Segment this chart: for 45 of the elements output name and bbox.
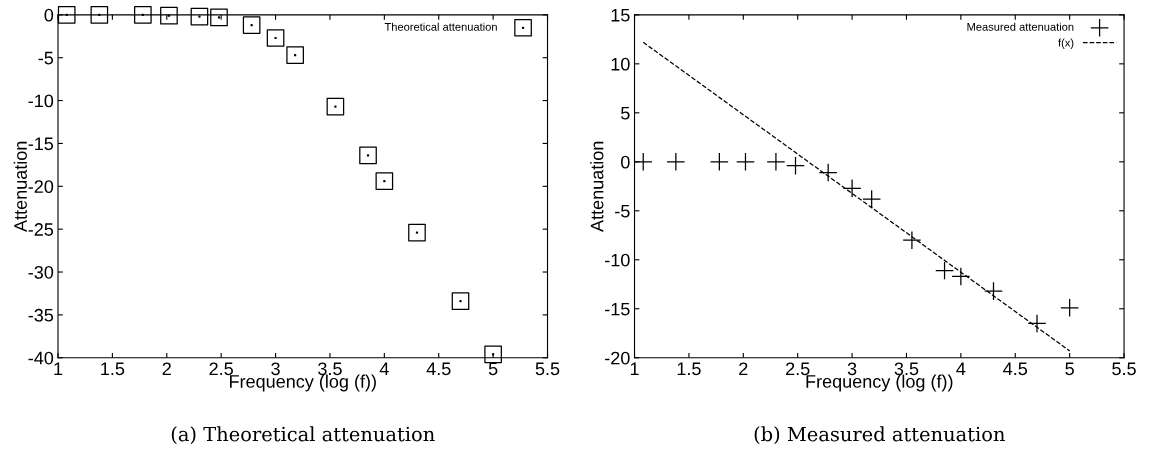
- y-tick-label: 15: [611, 8, 630, 22]
- y-axis-title: Attenuation: [13, 141, 27, 232]
- legend-label: f(x): [1058, 38, 1074, 49]
- x-tick-label: 5: [1065, 362, 1074, 376]
- x-tick-label: 2: [162, 362, 171, 375]
- y-tick-label: -15: [28, 137, 54, 151]
- y-tick-label: 5: [621, 106, 630, 120]
- y-tick-label: -25: [28, 223, 54, 236]
- y-tick-label: -20: [605, 351, 630, 365]
- x-tick-label: 4.5: [1003, 362, 1028, 376]
- y-tick-label: -35: [28, 308, 54, 322]
- y-axis-title: Attenuation: [590, 141, 604, 232]
- x-tick-label: 3.5: [318, 362, 342, 376]
- text: (b) Measured attenuation: [754, 426, 1005, 445]
- y-tick-label: 0: [621, 155, 630, 169]
- x-tick-label: 5.5: [535, 362, 560, 376]
- text: (a) Theoretical attenuation: [171, 426, 435, 445]
- x-tick-label: 5.5: [1112, 362, 1136, 376]
- y-tick-label: -15: [605, 302, 630, 316]
- x-tick-label: 3: [271, 362, 280, 376]
- y-tick-label: -20: [28, 180, 54, 194]
- x-tick-label: 2.5: [786, 362, 810, 376]
- x-tick-label: 1.5: [677, 362, 701, 376]
- x-tick-label: 2.5: [209, 362, 233, 376]
- x-tick-label: 3: [847, 362, 857, 376]
- legend-label: Measured attenuation: [967, 22, 1074, 31]
- y-tick-label: 10: [611, 57, 630, 71]
- x-tick-label: 4.5: [426, 362, 451, 376]
- x-tick-label: 2: [739, 362, 748, 375]
- y-tick-label: -5: [38, 51, 54, 65]
- x-tick-label: 4: [379, 362, 389, 375]
- x-tick-label: 1: [54, 362, 63, 375]
- y-tick-label: -30: [28, 265, 54, 279]
- y-tick-label: -10: [605, 253, 630, 267]
- x-axis-title: Frequency (log (f)): [806, 374, 953, 392]
- x-tick-label: 1: [630, 362, 639, 375]
- x-tick-label: 4: [956, 362, 966, 375]
- x-axis-title: Frequency (log (f)): [230, 374, 376, 392]
- x-tick-label: 1.5: [101, 362, 125, 376]
- y-tick-label: 0: [44, 8, 54, 22]
- y-tick-label: -10: [28, 94, 54, 108]
- legend-label: Theoretical attenuation: [384, 22, 497, 31]
- x-tick-label: 3.5: [894, 362, 919, 376]
- y-tick-label: -40: [28, 351, 54, 365]
- y-tick-label: -5: [615, 204, 630, 218]
